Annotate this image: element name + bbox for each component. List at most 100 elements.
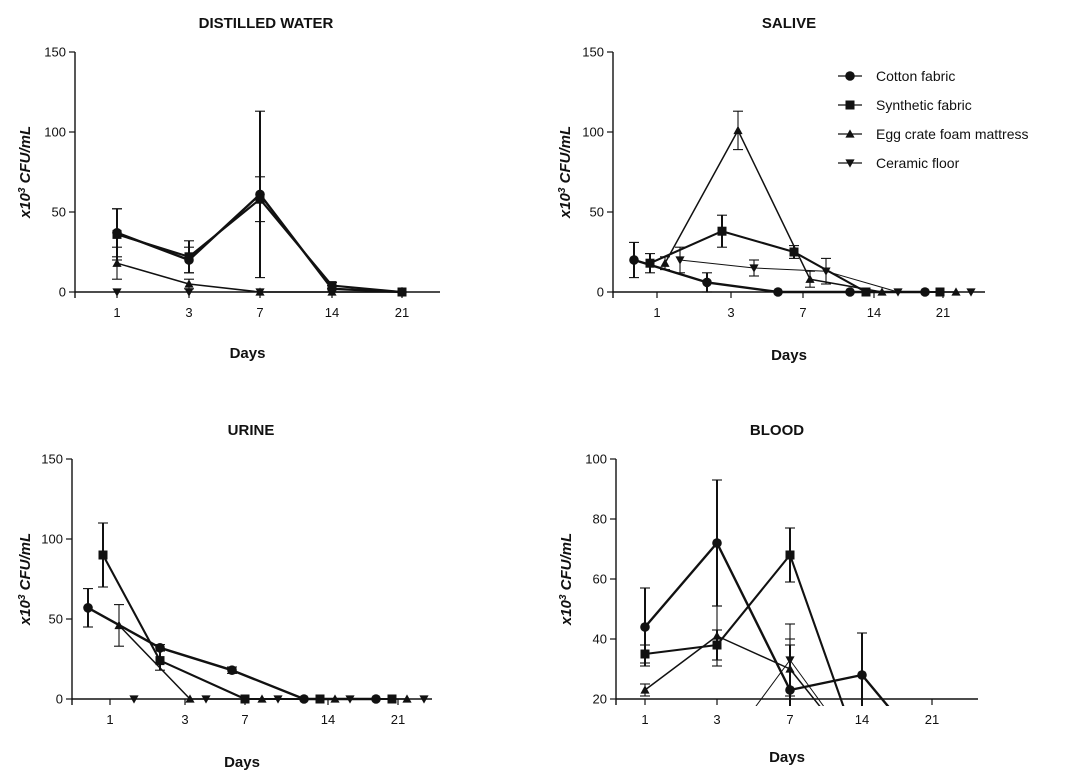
x-tick-label: 21 (395, 305, 409, 320)
x-tick-label: 21 (936, 305, 950, 320)
data-point (675, 256, 685, 265)
data-point (112, 288, 122, 297)
y-tick-label: 50 (52, 205, 66, 220)
y-tick-label: 0 (56, 692, 63, 707)
data-point (419, 695, 429, 704)
chart-panel-1: SALIVE 0 50 100 150 1 3 7 14 21 Days x103 CFU/mL (557, 15, 985, 364)
data-point (98, 550, 108, 560)
data-point (155, 656, 165, 666)
series-square (112, 176, 407, 297)
y-axis-label: x103 CFU/mL (557, 126, 575, 219)
y-tick-label: 80 (593, 512, 607, 527)
data-point (928, 755, 937, 764)
data-point (660, 258, 670, 267)
data-point (877, 287, 887, 296)
y-tick-label: 20 (593, 692, 607, 707)
x-axis-label: Days (769, 749, 805, 766)
legend-marker-triangle-up (845, 129, 855, 138)
data-point (858, 755, 867, 764)
data-point (112, 229, 122, 239)
series-line (87, 606, 376, 701)
y-tick-label: 150 (44, 45, 66, 60)
y-tick-label: 100 (44, 125, 66, 140)
y-tick-label: 100 (41, 532, 63, 547)
data-point (712, 631, 722, 640)
data-point (857, 670, 867, 680)
data-point (640, 755, 649, 763)
data-point (893, 288, 903, 297)
legend-label: Synthetic fabric (876, 97, 972, 113)
legend-marker-circle (845, 71, 855, 81)
data-point (345, 695, 355, 704)
series-line (644, 635, 821, 706)
data-point (114, 620, 124, 630)
data-point (201, 695, 211, 704)
x-axis-label: Days (224, 754, 260, 771)
data-point (733, 125, 743, 135)
data-point (927, 755, 936, 763)
data-point (640, 622, 650, 632)
y-tick-label: 50 (49, 612, 63, 627)
data-point (966, 288, 976, 297)
y-axis-label: x103 CFU/mL (17, 126, 35, 219)
y-tick-label: 0 (597, 285, 604, 300)
x-tick-label: 7 (256, 305, 263, 320)
series-triangle-down (675, 246, 976, 297)
y-tick-label: 100 (582, 125, 604, 140)
x-axis-label: Days (771, 347, 807, 364)
series-line (755, 659, 825, 706)
data-point (227, 665, 237, 675)
chart-title: DISTILLED WATER (199, 15, 334, 32)
series-triangle-down (112, 288, 407, 297)
x-tick-label: 1 (113, 305, 120, 320)
data-point (845, 287, 855, 297)
data-point (821, 267, 831, 276)
y-tick-label: 0 (59, 285, 66, 300)
data-point (184, 288, 194, 297)
x-tick-label: 14 (867, 305, 881, 320)
series-triangle-down (640, 623, 936, 763)
series-square (640, 527, 937, 764)
y-tick-label: 150 (41, 452, 63, 467)
y-tick-label: 40 (593, 632, 607, 647)
x-tick-label: 1 (653, 305, 660, 320)
y-tick-label: 150 (582, 45, 604, 60)
x-tick-label: 1 (641, 712, 648, 727)
data-point (640, 685, 650, 694)
data-point (184, 252, 194, 262)
data-point (712, 755, 721, 763)
x-tick-label: 21 (925, 712, 939, 727)
x-tick-label: 7 (799, 305, 806, 320)
y-axis-label: x103 CFU/mL (558, 533, 576, 626)
data-point (255, 194, 265, 204)
x-tick-label: 3 (713, 712, 720, 727)
data-point (83, 603, 93, 613)
x-tick-label: 7 (241, 712, 248, 727)
legend-label: Ceramic floor (876, 155, 960, 171)
chart-title: SALIVE (762, 15, 816, 32)
legend-label: Egg crate foam mattress (876, 126, 1029, 142)
series-triangle-up (114, 604, 412, 703)
legend: Cotton fabric Synthetic fabric Egg crate f… (838, 68, 1029, 171)
chart-title: URINE (228, 422, 275, 439)
y-tick-label: 50 (590, 205, 604, 220)
data-point (712, 538, 722, 548)
x-tick-label: 7 (786, 712, 793, 727)
data-point (327, 281, 337, 291)
x-tick-label: 21 (391, 712, 405, 727)
chart-panel-2: URINE 0 50 100 150 1 3 7 14 21 Days x103 CFU/mL (17, 422, 432, 771)
data-point (184, 279, 194, 288)
chart-panel-0: DISTILLED WATER 0 50 100 150 1 3 7 14 21 Days x103 … (17, 15, 440, 362)
data-point (927, 754, 936, 762)
data-point (112, 258, 122, 267)
data-point (717, 226, 727, 236)
data-point (273, 695, 283, 704)
chart-title: BLOOD (750, 422, 804, 439)
x-tick-label: 14 (325, 305, 339, 320)
data-point (785, 550, 795, 560)
data-point (702, 277, 712, 288)
data-point (857, 755, 866, 763)
data-point (129, 695, 139, 704)
data-point (640, 649, 650, 659)
